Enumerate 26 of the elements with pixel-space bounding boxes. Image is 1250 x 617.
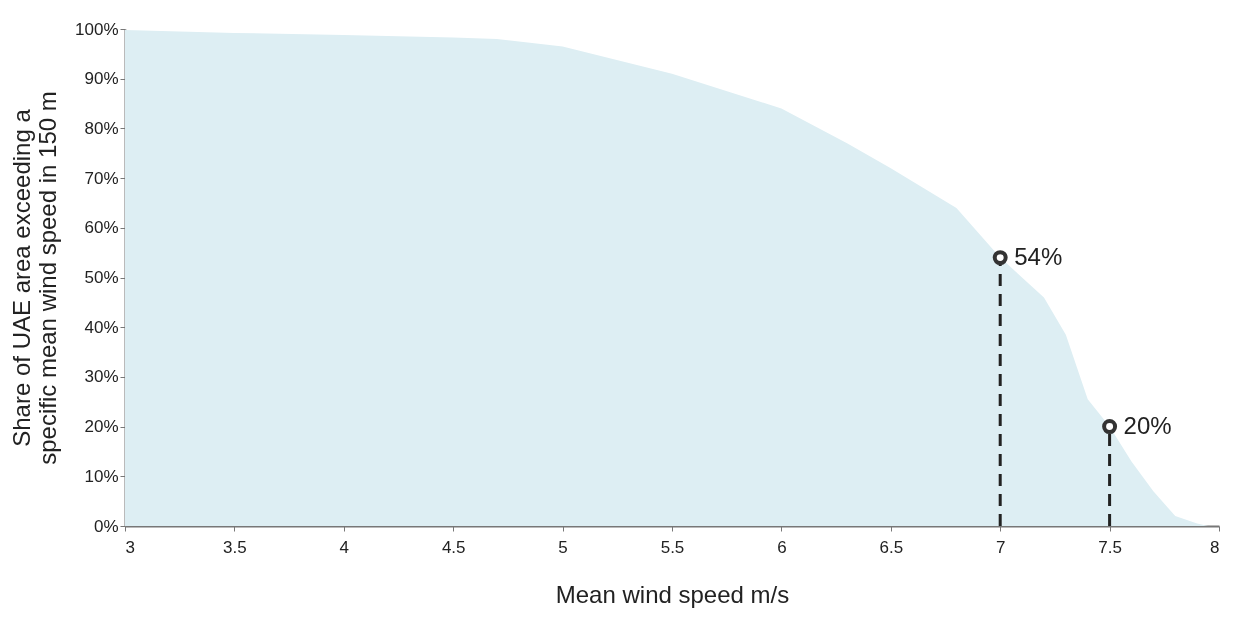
y-tick-label: 0% [93,516,119,536]
y-tick-label: 10% [84,466,119,486]
x-tick-label: 4 [339,537,350,557]
y-tick-label: 80% [84,118,119,138]
x-tick-label: 5.5 [660,537,685,557]
x-tick-label: 4.5 [441,537,466,557]
x-tick-label: 7.5 [1098,537,1122,557]
x-tick-label: 6 [777,537,787,557]
y-tick-label: 100% [75,19,119,39]
y-tick-label: 50% [84,268,119,287]
x-tick-label: 8 [1210,537,1220,557]
annotation: 20% [1123,411,1172,439]
y-tick-label: 90% [84,69,119,89]
y-tick-label: 60% [84,218,119,238]
y-tick-label: 40% [84,317,119,337]
x-axis-title: Mean wind speed m/s [555,580,790,608]
y-tick-label: 20% [84,417,119,437]
y-tick-label: 70% [84,168,119,188]
x-tick-label: 3 [125,537,135,557]
x-tick-label: 5 [558,537,568,557]
x-tick-label: 7 [995,537,1006,557]
x-tick-label: 3.5 [223,537,247,557]
y-tick-label: 30% [84,367,119,387]
annotation: 54% [1014,242,1063,270]
y-axis-title: Share of UAE area exceeding a specific mean wind speed in 150 m [8,91,62,465]
x-tick-label: 6.5 [879,537,904,557]
